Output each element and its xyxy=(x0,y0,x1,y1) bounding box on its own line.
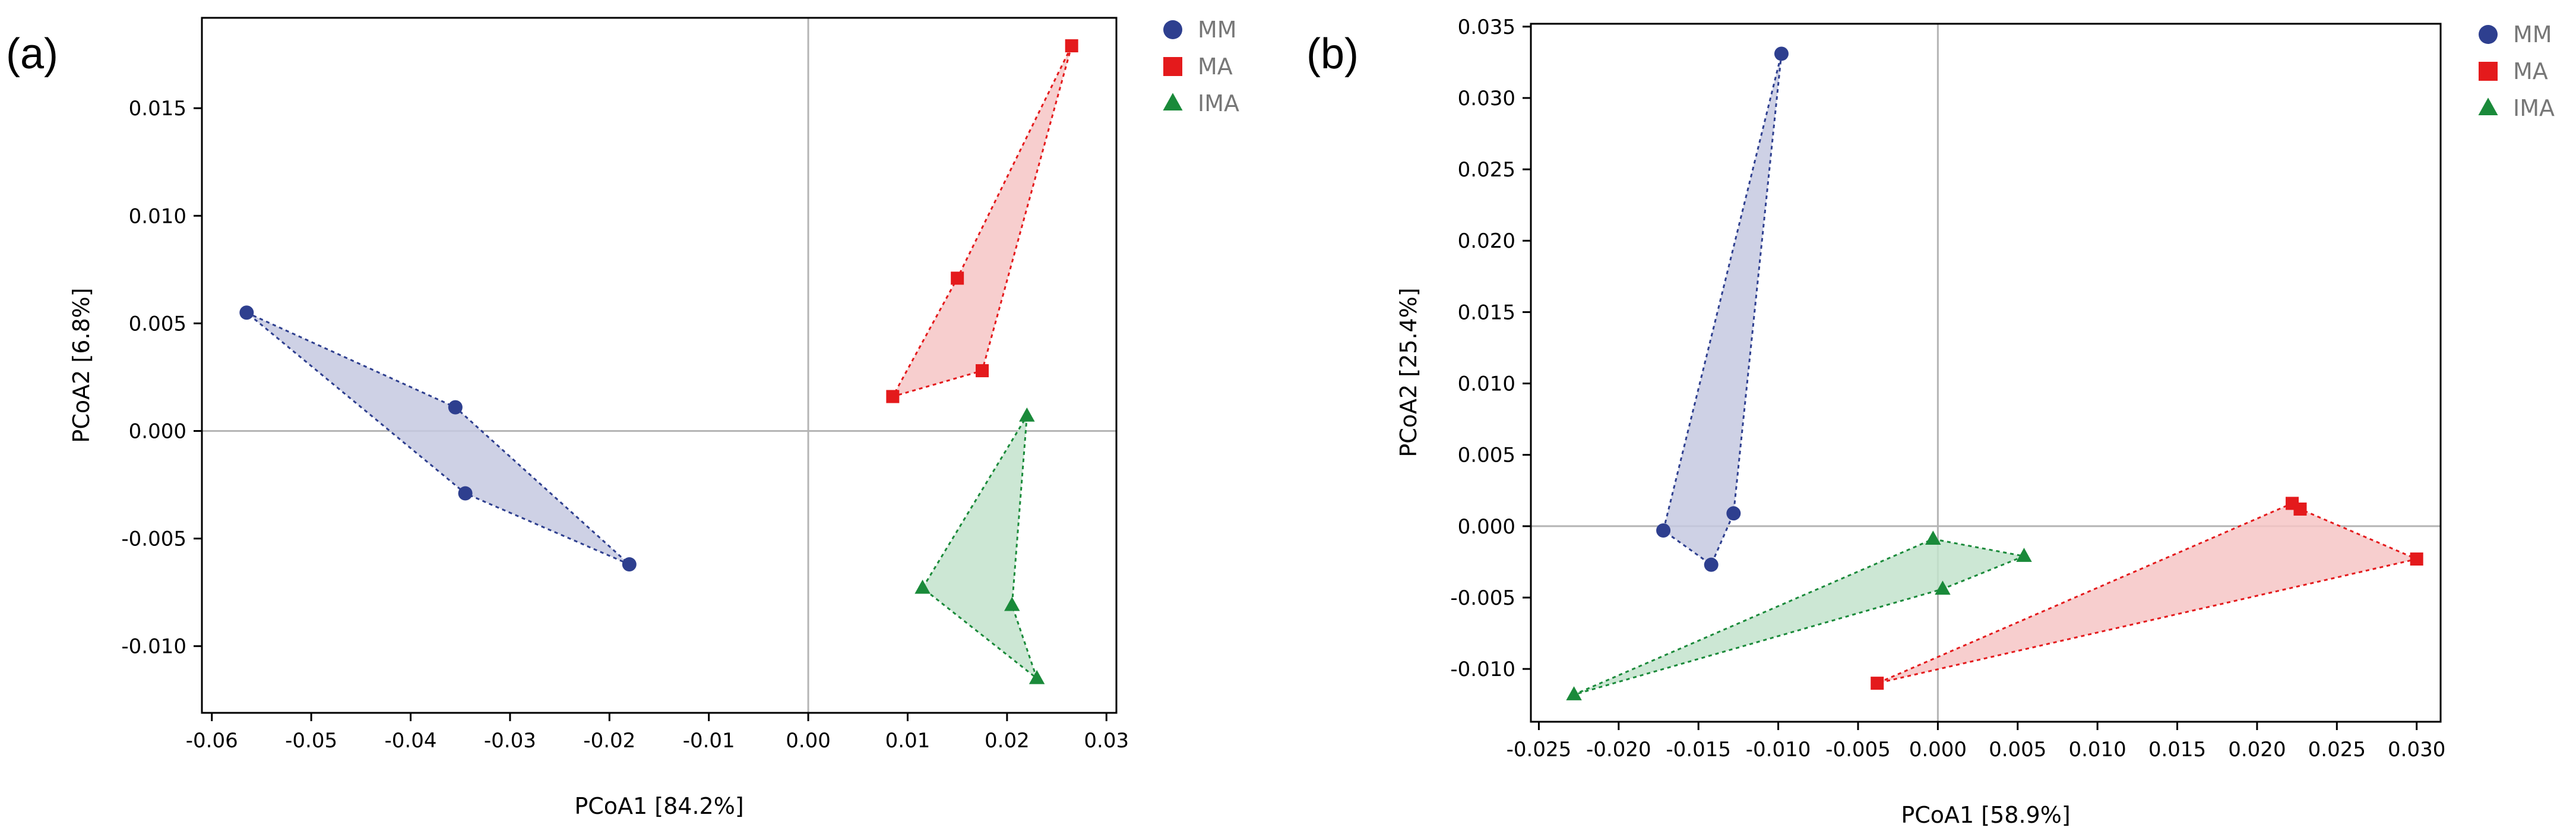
hull-ma xyxy=(891,45,1073,398)
x-tick-label: 0.00 xyxy=(786,729,831,753)
legend-label-ma: MA xyxy=(2513,58,2548,84)
x-tick-label: -0.04 xyxy=(385,729,437,753)
hull-ima xyxy=(1573,538,2027,696)
x-tick-label: 0.020 xyxy=(2228,738,2286,762)
point-ma-4 xyxy=(886,390,900,403)
panel-label: (b) xyxy=(1306,30,1359,78)
point-ima-4 xyxy=(1028,669,1045,684)
legend-marker-ima xyxy=(2478,97,2498,115)
x-tick-label: 0.01 xyxy=(885,729,931,753)
x-tick-label: 0.015 xyxy=(2148,738,2206,762)
x-tick-label: 0.030 xyxy=(2388,738,2445,762)
x-tick-label: -0.010 xyxy=(1746,738,1811,762)
point-ima-1 xyxy=(1019,407,1035,422)
x-tick-label: -0.06 xyxy=(186,729,238,753)
y-axis-title: PCoA2 [6.8%] xyxy=(68,288,94,443)
x-tick-label: 0.025 xyxy=(2308,738,2366,762)
plot-frame xyxy=(201,17,1118,714)
point-mm-2 xyxy=(448,400,463,415)
legend-marker-ma xyxy=(2479,62,2498,81)
point-ma-2 xyxy=(2293,502,2307,516)
x-tick-label: 0.010 xyxy=(2068,738,2126,762)
x-tick-label: 0.03 xyxy=(1084,729,1129,753)
hull-ma xyxy=(1876,502,2420,684)
y-tick-label: 0.000 xyxy=(1458,515,1515,539)
point-mm-1 xyxy=(239,305,254,320)
chart-panel-1: (a) -0.06 -0.05 -0.04 -0.03 -0.02 -0.01 0.00 0.0… xyxy=(6,17,1239,819)
legend-marker-ima xyxy=(1163,93,1183,110)
x-axis-title: PCoA1 [58.9%] xyxy=(1901,802,2070,828)
x-tick-label: -0.020 xyxy=(1586,738,1651,762)
y-tick-label: 0.005 xyxy=(1458,444,1515,468)
y-tick-label: -0.010 xyxy=(121,635,186,659)
y-tick-label: 0.000 xyxy=(129,419,186,443)
hull-ima xyxy=(921,415,1039,681)
y-tick-label: 0.035 xyxy=(1458,15,1515,39)
x-tick-label: -0.01 xyxy=(683,729,735,753)
point-ima-3 xyxy=(1004,596,1020,611)
legend-label-ma: MA xyxy=(1198,53,1233,80)
point-mm-2 xyxy=(1656,523,1671,538)
y-tick-label: 0.030 xyxy=(1458,87,1515,110)
y-tick-label: 0.020 xyxy=(1458,229,1515,253)
y-tick-label: -0.005 xyxy=(1450,586,1515,610)
point-ima-1 xyxy=(1925,530,1941,545)
y-tick-label: 0.010 xyxy=(1458,372,1515,396)
y-tick-label: 0.010 xyxy=(129,204,186,228)
y-tick-label: 0.015 xyxy=(1458,301,1515,324)
legend: MM MA IMA xyxy=(1163,17,1239,116)
legend-label-ima: IMA xyxy=(2513,95,2555,121)
x-tick-label: 0.02 xyxy=(985,729,1030,753)
point-mm-3 xyxy=(458,486,473,501)
point-ma-4 xyxy=(1871,677,1884,690)
legend: MM MA IMA xyxy=(2478,21,2555,121)
y-tick-label: -0.010 xyxy=(1450,658,1515,681)
chart-panel-2: (b) -0.025 -0.020 -0.015 -0.010 -0.005 0.000 0.… xyxy=(1306,15,2555,828)
legend-label-mm: MM xyxy=(2513,21,2552,48)
point-ma-1 xyxy=(1065,39,1078,53)
y-tick-label: 0.015 xyxy=(129,97,186,121)
panel-label: (a) xyxy=(6,30,58,78)
x-tick-label: -0.025 xyxy=(1507,738,1572,762)
y-tick-label: 0.025 xyxy=(1458,158,1515,182)
point-ma-3 xyxy=(976,364,989,378)
point-mm-4 xyxy=(622,557,637,572)
point-ima-4 xyxy=(1566,686,1582,700)
x-tick-label: -0.005 xyxy=(1825,738,1891,762)
y-tick-label: -0.005 xyxy=(121,528,186,551)
x-tick-label: 0.005 xyxy=(1989,738,2046,762)
x-axis-title: PCoA1 [84.2%] xyxy=(574,793,743,819)
hull-mm xyxy=(1662,53,1783,566)
x-tick-label: -0.02 xyxy=(583,729,635,753)
point-mm-4 xyxy=(1704,557,1719,572)
legend-label-ima: IMA xyxy=(1198,90,1239,116)
legend-marker-ma xyxy=(1163,57,1182,76)
point-ma-2 xyxy=(951,271,964,285)
y-tick-label: 0.005 xyxy=(129,312,186,336)
point-ima-2 xyxy=(2016,548,2032,562)
point-ima-3 xyxy=(1935,580,1951,595)
legend-label-mm: MM xyxy=(1198,17,1237,43)
point-ma-3 xyxy=(2410,552,2423,566)
x-tick-label: 0.000 xyxy=(1909,738,1967,762)
x-tick-label: -0.015 xyxy=(1666,738,1731,762)
plot-frame xyxy=(1530,23,2442,723)
legend-marker-mm xyxy=(2479,25,2498,44)
y-axis-title: PCoA2 [25.4%] xyxy=(1395,288,1422,457)
legend-marker-mm xyxy=(1163,20,1182,39)
point-mm-1 xyxy=(1774,46,1789,61)
point-mm-3 xyxy=(1726,506,1741,521)
hull-mm xyxy=(246,311,630,566)
x-tick-label: -0.05 xyxy=(285,729,337,753)
x-tick-label: -0.03 xyxy=(484,729,536,753)
point-ima-2 xyxy=(914,579,931,594)
